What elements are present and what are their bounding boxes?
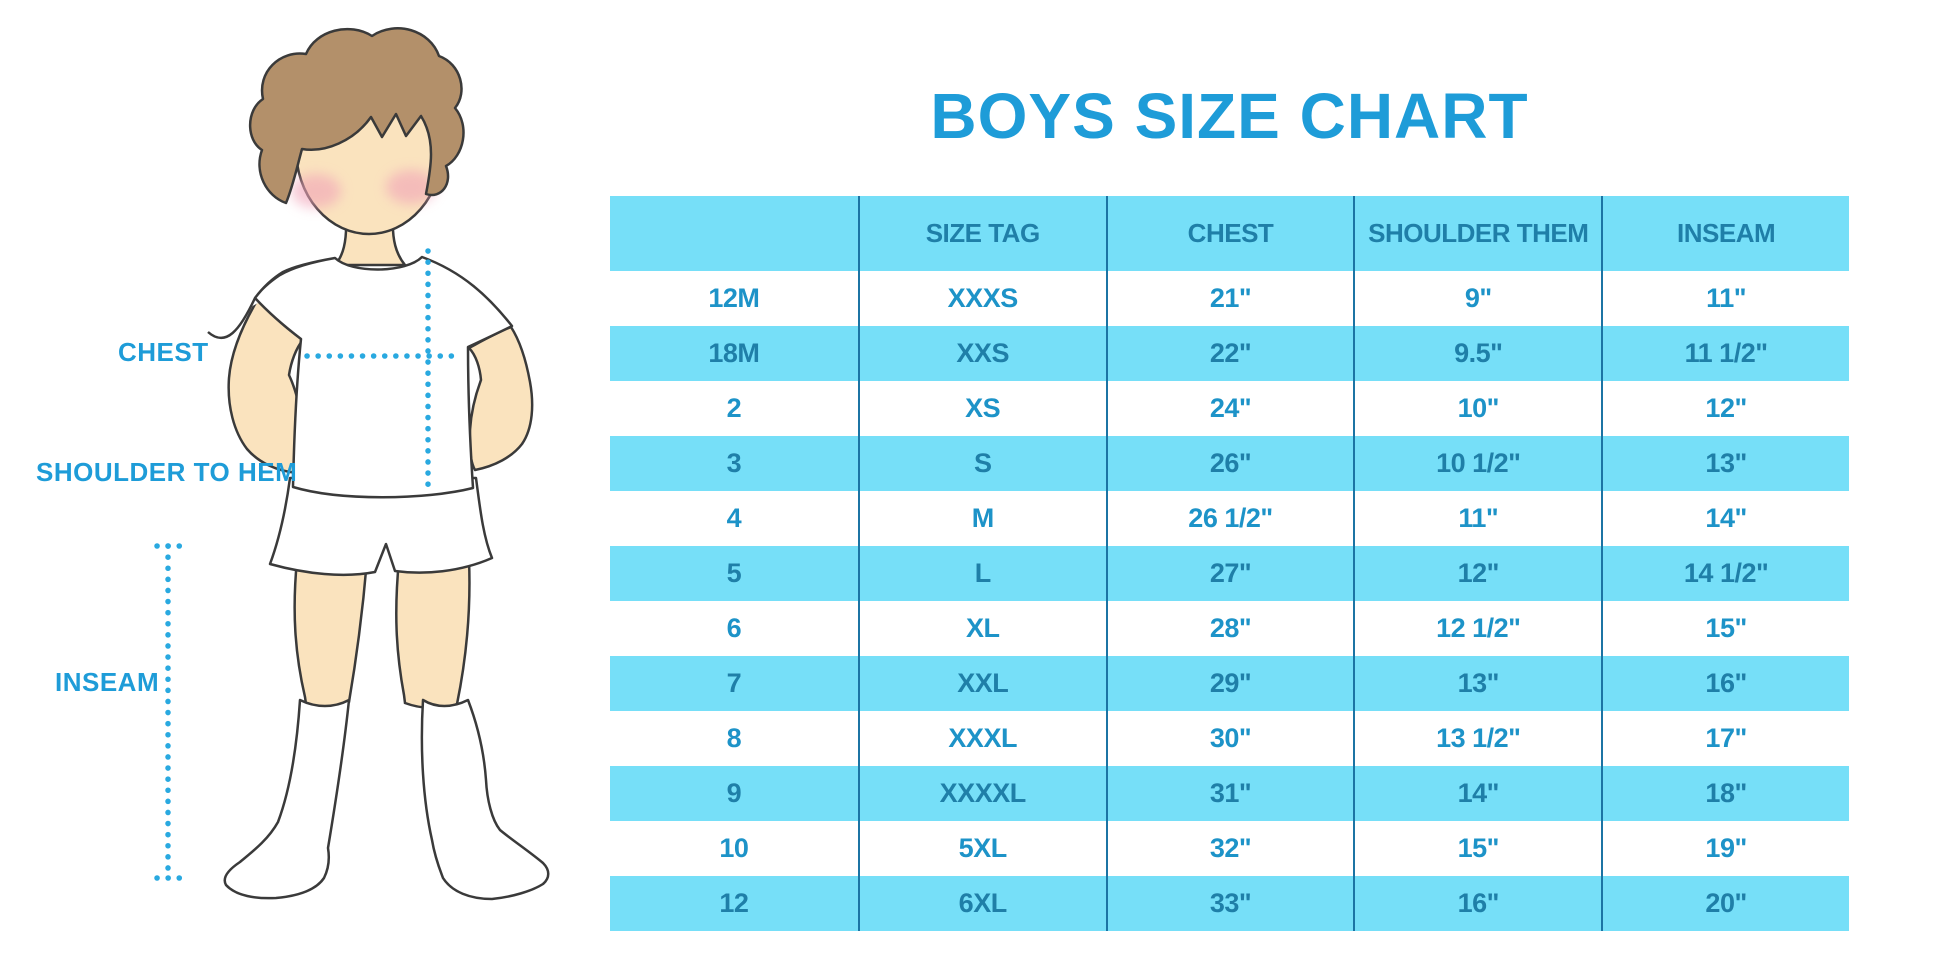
cell-size: 18M — [708, 338, 760, 368]
table-body: 12M XXXS 21" 9" 11" 18M XXS 22" 9.5" 11 … — [610, 271, 1849, 931]
table-row: 9 XXXXL 31" 14" 18" — [610, 766, 1849, 821]
cell-inseam: 20" — [1601, 876, 1849, 931]
cell-inseam: 13" — [1601, 436, 1849, 491]
header-cell-inseam: INSEAM — [1601, 196, 1849, 271]
cell-shoulder-them: 10" — [1353, 381, 1601, 436]
cell-shoulder-them: 16" — [1353, 876, 1601, 931]
table-row: 12 6XL 33" 16" 20" — [610, 876, 1849, 931]
cell-size-tag: XXS — [857, 326, 1106, 381]
cell-shoulder-them: 13 1/2" — [1353, 711, 1601, 766]
table-row: 2 XS 24" 10" 12" — [610, 381, 1849, 436]
header-cell-size-tag: SIZE TAG — [857, 196, 1106, 271]
cell-shoulder-them: 11" — [1353, 491, 1601, 546]
header-cell-chest: CHEST — [1105, 196, 1354, 271]
cell-chest: 26 1/2" — [1105, 491, 1354, 546]
chest-label: CHEST — [118, 337, 209, 367]
table-row: 5 L 27" 12" 14 1/2" — [610, 546, 1849, 601]
boy-measurement-illustration — [154, 27, 550, 901]
boy-leg-left — [293, 558, 369, 710]
cell-size: 6 — [726, 613, 742, 643]
boy-shorts — [268, 476, 494, 577]
cell-size: 10 — [719, 833, 749, 863]
table-row: 4 M 26 1/2" 11" 14" — [610, 491, 1849, 546]
header-cell-shoulder-them: SHOULDER THEM — [1353, 196, 1601, 271]
cell-size: 9 — [726, 778, 742, 808]
cell-size-tag: 6XL — [857, 876, 1106, 931]
cell-shoulder-them: 13" — [1353, 656, 1601, 711]
cell-size: 2 — [726, 393, 742, 423]
cell-shoulder-them: 14" — [1353, 766, 1601, 821]
cell-inseam: 11 1/2" — [1601, 326, 1849, 381]
boy-shirt — [207, 255, 514, 499]
cell-chest: 28" — [1105, 601, 1354, 656]
cell-size: 5 — [726, 558, 742, 588]
table-row: 6 XL 28" 12 1/2" 15" — [610, 601, 1849, 656]
cell-size-tag: XL — [857, 601, 1106, 656]
cell-inseam: 19" — [1601, 821, 1849, 876]
table-row: 7 XXL 29" 13" 16" — [610, 656, 1849, 711]
cell-chest: 21" — [1105, 271, 1354, 326]
cell-size-tag: M — [857, 491, 1106, 546]
boy-arm-right — [467, 325, 534, 472]
cell-size-tag: L — [857, 546, 1106, 601]
cell-inseam: 11" — [1601, 271, 1849, 326]
table-row: 10 5XL 32" 15" 19" — [610, 821, 1849, 876]
boy-blush-left — [291, 174, 341, 208]
cell-chest: 29" — [1105, 656, 1354, 711]
cell-chest: 24" — [1105, 381, 1354, 436]
cell-size: 12 — [719, 888, 749, 918]
cell-size: 7 — [726, 668, 742, 698]
cell-chest: 33" — [1105, 876, 1354, 931]
cell-shoulder-them: 10 1/2" — [1353, 436, 1601, 491]
cell-chest: 32" — [1105, 821, 1354, 876]
cell-chest: 31" — [1105, 766, 1354, 821]
cell-shoulder-them: 12" — [1353, 546, 1601, 601]
boy-sock-right — [420, 698, 550, 901]
cell-size: 3 — [726, 448, 742, 478]
table-row: 3 S 26" 10 1/2" 13" — [610, 436, 1849, 491]
table-row: 8 XXXL 30" 13 1/2" 17" — [610, 711, 1849, 766]
cell-size: 4 — [726, 503, 742, 533]
cell-size: 8 — [726, 723, 742, 753]
cell-size-tag: 5XL — [857, 821, 1106, 876]
cell-shoulder-them: 15" — [1353, 821, 1601, 876]
cell-shoulder-them: 12 1/2" — [1353, 601, 1601, 656]
boy-blush-right — [386, 170, 436, 204]
page-title: BOYS SIZE CHART — [930, 79, 1529, 152]
table-header-row: SIZE TAG CHEST SHOULDER THEM INSEAM — [610, 196, 1849, 271]
cell-inseam: 15" — [1601, 601, 1849, 656]
cell-size-tag: XXXXL — [857, 766, 1106, 821]
cell-inseam: 14" — [1601, 491, 1849, 546]
header-cell-size — [610, 196, 858, 271]
cell-inseam: 12" — [1601, 381, 1849, 436]
cell-size: 12M — [708, 283, 760, 313]
cell-chest: 22" — [1105, 326, 1354, 381]
cell-inseam: 17" — [1601, 711, 1849, 766]
cell-chest: 27" — [1105, 546, 1354, 601]
cell-shoulder-them: 9" — [1353, 271, 1601, 326]
cell-size-tag: XXXL — [857, 711, 1106, 766]
table-row: 12M XXXS 21" 9" 11" — [610, 271, 1849, 326]
cell-size-tag: XXL — [857, 656, 1106, 711]
cell-chest: 26" — [1105, 436, 1354, 491]
shoulder-to-hem-label: SHOULDER TO HEM — [36, 457, 298, 487]
size-chart-table: SIZE TAG CHEST SHOULDER THEM INSEAM 12M … — [610, 196, 1849, 931]
boy-leg-right — [395, 558, 471, 710]
boy-hair — [248, 27, 465, 205]
cell-size-tag: XXXS — [857, 271, 1106, 326]
cell-size-tag: S — [857, 436, 1106, 491]
cell-size-tag: XS — [857, 381, 1106, 436]
table-row: 18M XXS 22" 9.5" 11 1/2" — [610, 326, 1849, 381]
inseam-label: INSEAM — [55, 667, 160, 697]
boy-sock-left — [223, 698, 351, 900]
cell-inseam: 16" — [1601, 656, 1849, 711]
cell-inseam: 18" — [1601, 766, 1849, 821]
cell-chest: 30" — [1105, 711, 1354, 766]
cell-inseam: 14 1/2" — [1601, 546, 1849, 601]
cell-shoulder-them: 9.5" — [1353, 326, 1601, 381]
